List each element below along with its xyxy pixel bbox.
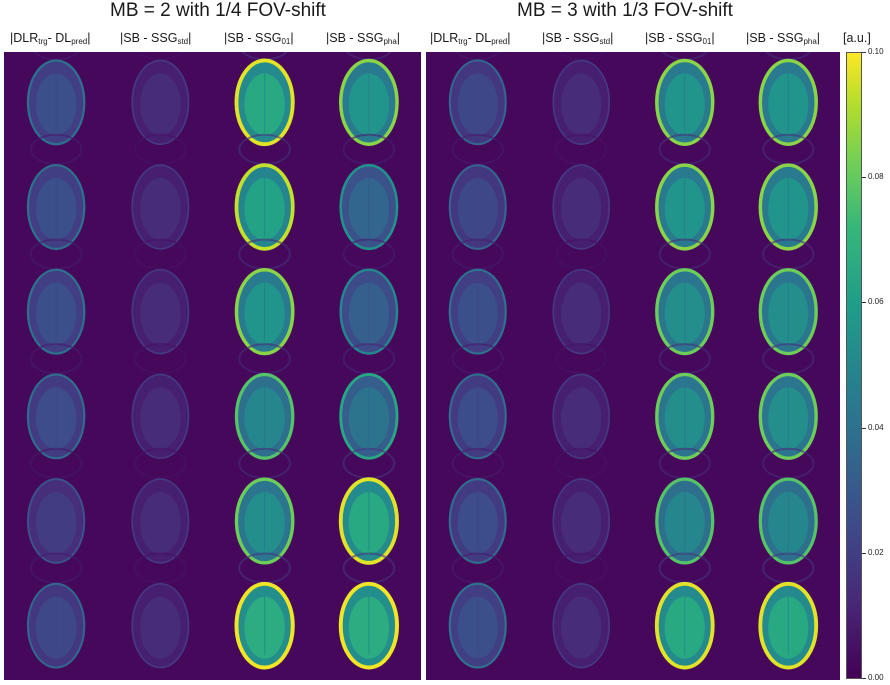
colorbar-tick-label: 0.06 — [868, 297, 884, 307]
brain-slice — [758, 52, 818, 146]
colorbar-tick — [862, 552, 866, 554]
brain-slice — [339, 133, 399, 251]
brain-slice — [234, 552, 295, 670]
brain-slice — [234, 238, 295, 356]
col-label-ssg-std: |SB - SSGstd| — [120, 31, 192, 46]
brain-slice — [131, 552, 190, 669]
brain-slice — [448, 447, 507, 564]
brain-slice — [26, 343, 86, 460]
brain-slice — [448, 52, 507, 146]
brain-slice — [26, 238, 86, 355]
brain-slice — [131, 238, 190, 355]
brain-slice — [758, 552, 819, 670]
brain-slice — [552, 343, 611, 460]
slice-tiles — [4, 52, 421, 680]
brain-slice — [131, 52, 190, 146]
image-grid-mb2 — [4, 52, 421, 680]
brain-slice — [339, 343, 399, 460]
colorbar-tick-label: 0.08 — [868, 172, 884, 182]
colorbar-tick — [862, 678, 866, 679]
brain-slice — [552, 52, 611, 146]
brain-slice — [234, 343, 295, 460]
colorbar-unit-label: [a.u.] — [843, 31, 871, 45]
brain-slice — [758, 343, 818, 460]
panel-title-mb2: MB = 2 with 1/4 FOV-shift — [110, 0, 326, 21]
brain-slice — [654, 552, 715, 670]
brain-slice — [131, 343, 190, 460]
colorbar-tick — [862, 427, 866, 429]
brain-slice — [26, 133, 86, 250]
brain-slice — [448, 133, 507, 250]
brain-slice — [552, 133, 611, 250]
brain-slice — [234, 52, 295, 147]
slice-tiles — [426, 52, 840, 680]
col-label-ssg-std: |SB - SSGstd| — [542, 31, 614, 46]
col-label-ssg-01: |SB - SSG01| — [645, 31, 715, 46]
colorbar-tick-label: 0.00 — [868, 673, 884, 682]
brain-slice — [552, 552, 611, 669]
brain-slice — [758, 238, 818, 356]
brain-slice — [448, 238, 507, 355]
brain-slice — [758, 447, 818, 565]
brain-slice — [131, 133, 190, 250]
colorbar — [846, 52, 862, 679]
brain-slice — [655, 133, 715, 251]
brain-slice — [234, 447, 295, 565]
brain-slice — [131, 447, 190, 564]
colorbar-tick — [862, 52, 866, 53]
colorbar-tick-label: 0.04 — [868, 422, 884, 432]
colorbar-tick — [862, 302, 866, 304]
brain-slice — [655, 343, 715, 460]
col-label-ssg-01: |SB - SSG01| — [224, 31, 294, 46]
colorbar-tick-label: 0.02 — [868, 547, 884, 557]
brain-slice — [234, 133, 295, 251]
col-label-ssg-pha: |SB - SSGpha| — [746, 31, 821, 46]
col-label-dlr-diff: |DLRtrg- DLpred| — [430, 31, 511, 46]
panel-title-mb3: MB = 3 with 1/3 FOV-shift — [517, 0, 733, 21]
brain-slice — [26, 52, 86, 146]
colorbar-tick — [862, 177, 866, 179]
brain-slice — [655, 447, 715, 565]
brain-slice — [655, 238, 715, 356]
brain-slice — [338, 52, 399, 146]
brain-slice — [339, 238, 399, 355]
brain-slice — [552, 447, 611, 564]
col-label-ssg-pha: |SB - SSGpha| — [326, 31, 401, 46]
brain-slice — [448, 552, 507, 669]
colorbar-tick-label: 0.10 — [868, 47, 884, 56]
image-grid-mb3 — [426, 52, 840, 680]
brain-slice — [27, 447, 86, 564]
brain-slice — [338, 447, 399, 565]
brain-slice — [448, 343, 507, 460]
brain-slice — [758, 133, 818, 251]
brain-slice — [338, 552, 399, 670]
brain-slice — [552, 238, 611, 355]
brain-slice — [26, 552, 86, 669]
brain-slice — [655, 52, 715, 146]
col-label-dlr-diff: |DLRtrg- DLpred| — [10, 31, 91, 46]
